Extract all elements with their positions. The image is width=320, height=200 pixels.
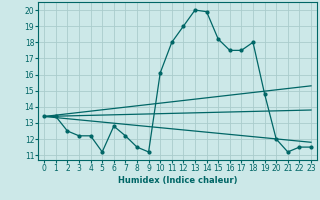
X-axis label: Humidex (Indice chaleur): Humidex (Indice chaleur): [118, 176, 237, 185]
